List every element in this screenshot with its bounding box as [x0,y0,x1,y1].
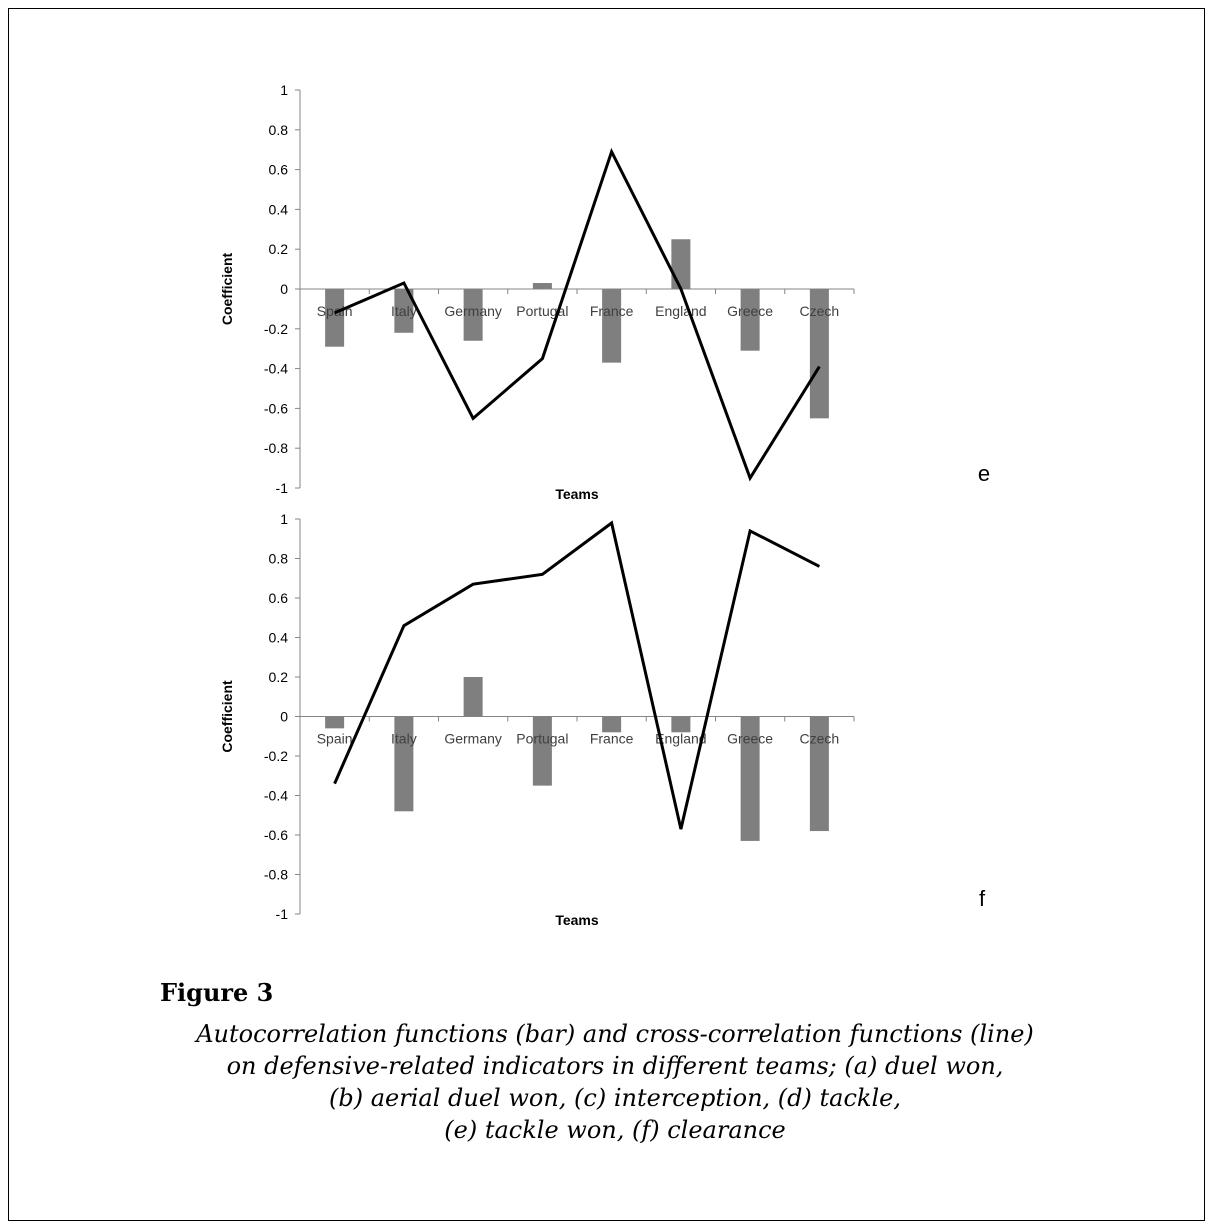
y-tick-label: 0.4 [269,630,289,646]
caption-line: (e) tackle won, (f) clearance [444,1116,786,1144]
y-axis-title: Coefficient [219,680,235,753]
y-tick-label: -0.4 [264,361,288,377]
bar [532,283,552,289]
x-tick-label: Italy [391,303,417,319]
y-tick-label: -0.8 [264,867,288,883]
y-tick-label: -0.6 [264,400,288,416]
y-tick-label: 1 [280,511,288,527]
panel-label: e [978,461,990,486]
bar [809,289,829,419]
y-tick-label: -1 [276,480,289,496]
y-tick-label: 0.8 [269,551,289,567]
bar [463,289,483,341]
x-tick-label: France [590,303,634,319]
x-tick-label: England [655,731,706,747]
bar [740,289,760,351]
y-tick-label: 0.8 [269,122,289,138]
x-tick-label: Greece [727,303,773,319]
figure-title: Figure 3 [160,978,274,1007]
figure-caption: Autocorrelation functions (bar) and cros… [160,1018,1070,1146]
x-tick-label: Portugal [516,731,568,747]
y-tick-label: 0.6 [269,590,289,606]
y-tick-label: 0.2 [269,241,289,257]
y-axis-title: Coefficient [219,252,235,325]
figure-frame [8,8,1205,1221]
bar [463,677,483,717]
x-tick-label: Czech [800,303,840,319]
bar [394,716,414,812]
y-tick-label: -0.2 [264,748,288,764]
x-tick-label: Greece [727,731,773,747]
panel-label: f [979,886,986,911]
y-tick-label: 0.6 [269,162,289,178]
bar [602,289,622,363]
x-axis-title: Teams [555,912,599,928]
x-tick-label: France [590,731,634,747]
bar [602,716,622,733]
bar [325,289,345,347]
y-tick-label: 0.4 [269,201,289,217]
line-series [333,520,821,830]
line-series [334,147,821,482]
x-axis-title: Teams [555,486,599,502]
x-tick-label: Germany [444,731,502,747]
caption-line: (b) aerial duel won, (c) interception, (… [329,1084,901,1112]
bar [671,239,691,289]
y-tick-label: -0.8 [264,440,288,456]
y-tick-label: -0.6 [264,827,288,843]
y-tick-label: 0 [280,709,288,725]
y-tick-label: 1 [280,82,288,98]
bar [671,716,691,733]
x-tick-label: Czech [800,731,840,747]
x-tick-label: Spain [317,731,353,747]
bar [394,289,414,333]
x-tick-label: Germany [444,303,502,319]
x-tick-label: England [655,303,706,319]
x-tick-label: Spain [317,303,353,319]
bar [740,716,760,841]
y-tick-label: -1 [276,906,289,922]
bar [532,716,552,786]
caption-line: on defensive-related indicators in diffe… [226,1052,1004,1080]
y-tick-label: -0.2 [264,321,288,337]
caption-line: Autocorrelation functions (bar) and cros… [196,1020,1034,1048]
y-tick-label: 0.2 [269,669,289,685]
y-tick-label: 0 [280,281,288,297]
bar [809,716,829,832]
bar [325,716,345,729]
y-tick-label: -0.4 [264,788,288,804]
x-tick-label: Italy [391,731,417,747]
